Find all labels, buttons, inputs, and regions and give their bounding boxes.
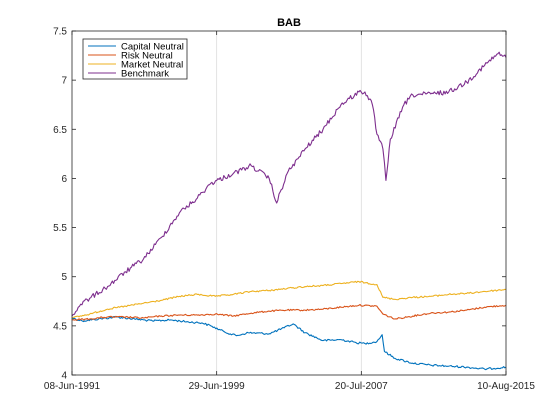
x-tick-label: 20-Jul-2007 xyxy=(335,381,388,392)
axes-box xyxy=(71,30,507,376)
series-line-market-neutral xyxy=(71,280,507,319)
y-tick-label: 4.5 xyxy=(53,321,67,332)
legend-label: Market Neutral xyxy=(121,60,183,71)
y-tick-label: 7.5 xyxy=(53,27,67,38)
x-tick-label: 29-Jun-1999 xyxy=(189,381,246,392)
y-tick-label: 5.5 xyxy=(53,223,67,234)
series-layer xyxy=(71,51,507,371)
x-tick-label: 10-Aug-2015 xyxy=(477,381,535,392)
series-line-risk-neutral xyxy=(71,303,507,321)
y-tick-label: 6.5 xyxy=(53,125,67,136)
y-tick-label: 7 xyxy=(61,76,67,87)
series-line-benchmark xyxy=(71,51,507,317)
series-line-capital-neutral xyxy=(71,316,507,371)
legend-label: Capital Neutral xyxy=(121,42,184,53)
legend-label: Benchmark xyxy=(121,69,169,80)
ticks: 08-Jun-1991 29-Jun-1999 20-Jul-2007 10-Aug-… xyxy=(44,27,535,393)
y-tick-label: 5 xyxy=(61,272,67,283)
y-tick-label: 4 xyxy=(61,371,67,382)
chart-title: BAB xyxy=(277,17,301,29)
plot-area xyxy=(72,31,506,375)
legend-label: Risk Neutral xyxy=(121,51,173,62)
y-tick-label: 6 xyxy=(61,174,67,185)
x-tick-label: 08-Jun-1991 xyxy=(44,381,101,392)
grid xyxy=(216,31,362,375)
